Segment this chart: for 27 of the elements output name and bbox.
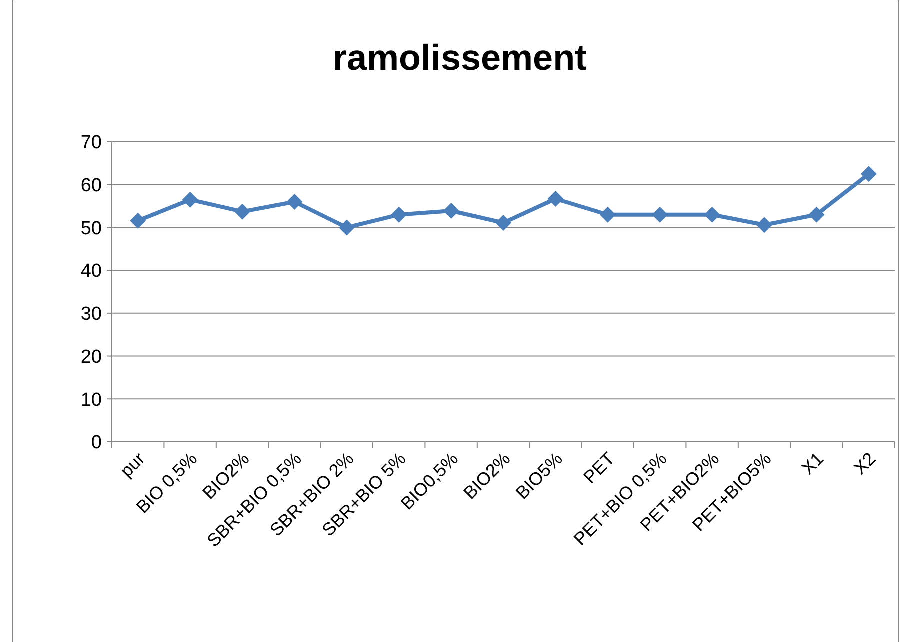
- y-tick-label: 50: [80, 218, 102, 240]
- point: [130, 212, 146, 229]
- point: [860, 166, 877, 182]
- point: [704, 206, 720, 223]
- y-tick-label: 20: [80, 346, 102, 368]
- y-tick-label: 30: [80, 304, 102, 326]
- point: [600, 206, 616, 223]
- x-tick-label: X2: [850, 448, 880, 478]
- point: [338, 220, 355, 236]
- y-tick-label: 40: [80, 261, 102, 282]
- point: [182, 192, 198, 208]
- point: [548, 191, 564, 207]
- x-tick-label: X1: [798, 448, 828, 478]
- point: [808, 206, 825, 223]
- x-tick-label: pur: [116, 448, 149, 482]
- point: [443, 203, 460, 219]
- point: [652, 206, 668, 223]
- chart-title: ramolissement: [332, 37, 588, 78]
- point: [756, 217, 772, 234]
- point: [391, 206, 408, 223]
- point: [286, 194, 303, 210]
- y-tick-label: 10: [80, 390, 102, 411]
- point: [496, 215, 512, 231]
- y-tick-label: 60: [80, 176, 102, 197]
- y-tick-label: 70: [80, 132, 102, 154]
- y-tick-label: 0: [91, 432, 102, 454]
- point: [234, 204, 250, 220]
